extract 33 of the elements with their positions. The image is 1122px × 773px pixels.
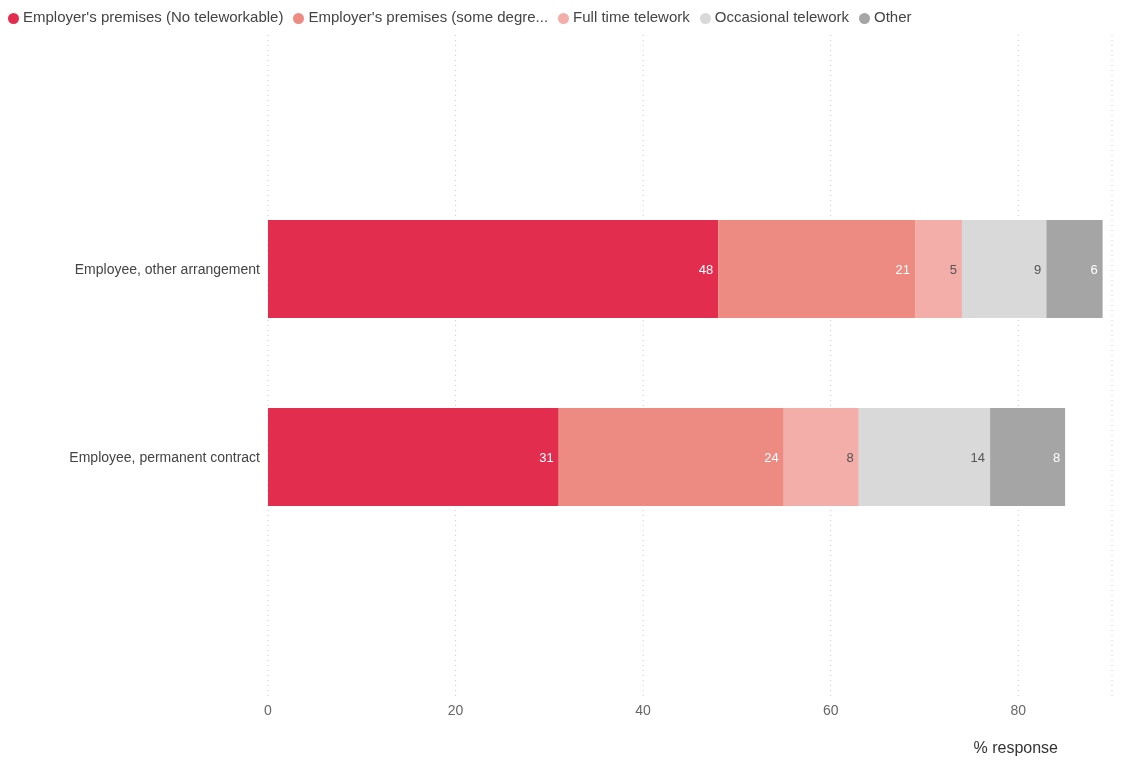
x-axis-title: % response xyxy=(973,739,1059,756)
data-label: 9 xyxy=(1034,261,1042,277)
bar xyxy=(268,408,559,507)
x-tick-label: 20 xyxy=(447,701,464,718)
data-label: 14 xyxy=(970,449,986,465)
x-tick-label: 80 xyxy=(1010,701,1027,718)
data-label: 5 xyxy=(949,261,957,277)
data-label: 8 xyxy=(1052,449,1061,465)
legend-label: Full time telework xyxy=(573,8,690,25)
x-tick-label: 60 xyxy=(822,701,839,718)
data-label: 31 xyxy=(539,449,554,465)
bar xyxy=(268,220,719,319)
y-tick-label: Employee, other arrangement xyxy=(74,260,261,277)
data-label: 6 xyxy=(1090,261,1098,277)
bar xyxy=(961,220,1047,319)
bar xyxy=(990,408,1066,507)
data-label: 8 xyxy=(846,449,854,465)
bar xyxy=(783,408,859,507)
data-label: 21 xyxy=(895,261,911,277)
legend-label: Employer's premises (some degre... xyxy=(308,8,549,25)
data-label: 24 xyxy=(764,449,779,465)
data-label: 48 xyxy=(698,261,714,277)
x-tick-label: 0 xyxy=(264,701,273,718)
bar xyxy=(558,408,784,507)
x-tick-label: 40 xyxy=(635,701,652,718)
legend-label: Employer's premises (No teleworkable) xyxy=(23,8,284,25)
bar xyxy=(915,220,962,319)
bar xyxy=(858,408,991,507)
legend-label: Occasional telework xyxy=(714,8,850,25)
bar xyxy=(718,220,916,319)
y-tick-label: Employee, permanent contract xyxy=(69,448,261,465)
legend-label: Other xyxy=(874,8,912,25)
bar xyxy=(1046,220,1103,319)
